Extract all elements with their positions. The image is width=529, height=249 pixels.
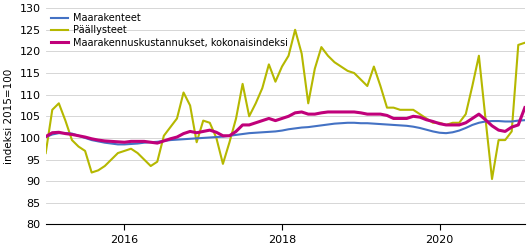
Päällysteet xyxy=(148,165,154,168)
Maarakenteet xyxy=(312,125,318,128)
Maarakenteet xyxy=(482,120,489,123)
Line: Maarakennuskustannukset, kokonaisindeksi: Maarakennuskustannukset, kokonaisindeksi xyxy=(45,108,525,143)
Maarakennuskustannukset, kokonaisindeksi xyxy=(148,141,154,144)
Legend: Maarakenteet, Päällysteet, Maarakennuskustannukset, kokonaisindeksi: Maarakenteet, Päällysteet, Maarakennusku… xyxy=(49,11,290,50)
Maarakenteet xyxy=(207,136,213,139)
Maarakennuskustannukset, kokonaisindeksi xyxy=(42,135,49,138)
Maarakennuskustannukset, kokonaisindeksi xyxy=(141,140,148,143)
Päällysteet xyxy=(200,119,206,122)
Päällysteet xyxy=(312,67,318,70)
Maarakenteet xyxy=(42,135,49,138)
Maarakenteet xyxy=(522,119,528,122)
Päällysteet xyxy=(292,28,298,31)
Päällysteet xyxy=(318,46,325,49)
Maarakennuskustannukset, kokonaisindeksi xyxy=(312,113,318,116)
Maarakennuskustannukset, kokonaisindeksi xyxy=(482,118,489,121)
Line: Päällysteet: Päällysteet xyxy=(45,30,525,179)
Maarakennuskustannukset, kokonaisindeksi xyxy=(207,129,213,132)
Line: Maarakenteet: Maarakenteet xyxy=(45,120,525,144)
Päällysteet xyxy=(141,158,148,161)
Päällysteet xyxy=(522,41,528,44)
Y-axis label: indeksi 2015=100: indeksi 2015=100 xyxy=(4,69,14,164)
Maarakenteet xyxy=(148,141,154,144)
Maarakenteet xyxy=(318,124,325,127)
Päällysteet xyxy=(42,152,49,155)
Maarakennuskustannukset, kokonaisindeksi xyxy=(522,106,528,109)
Maarakenteet xyxy=(115,143,121,146)
Maarakenteet xyxy=(154,140,160,143)
Maarakennuskustannukset, kokonaisindeksi xyxy=(318,111,325,114)
Päällysteet xyxy=(482,117,489,120)
Päällysteet xyxy=(489,178,495,181)
Maarakennuskustannukset, kokonaisindeksi xyxy=(154,142,160,145)
